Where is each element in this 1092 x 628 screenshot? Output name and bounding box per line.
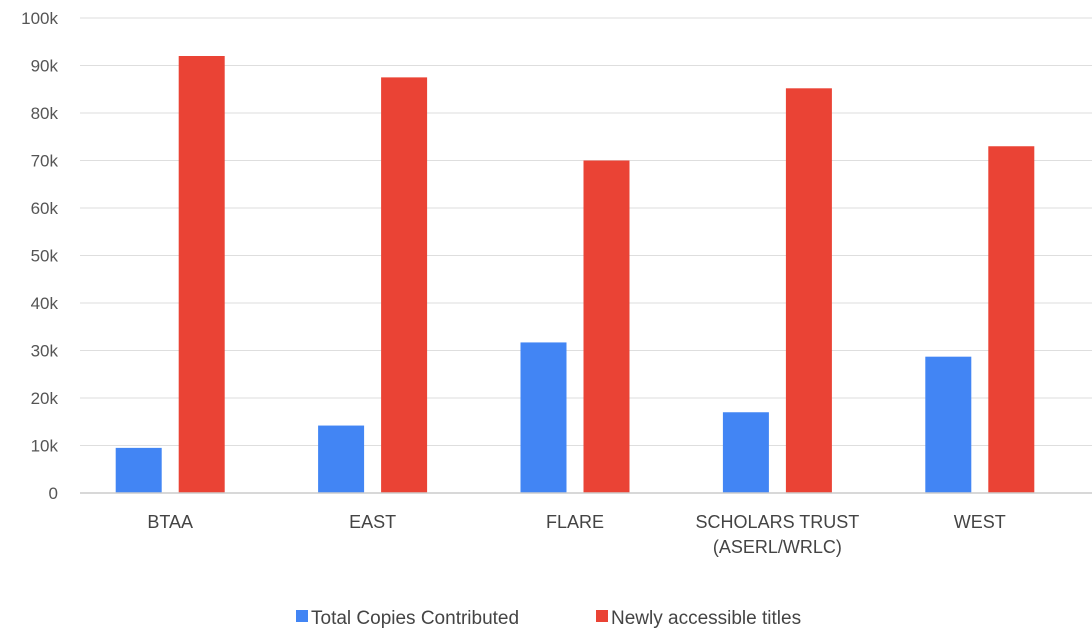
bar-newly-accessible-3 — [785, 88, 832, 494]
y-tick-label: 50k — [31, 247, 59, 266]
legend: Total Copies Contributed Newly accessible… — [296, 608, 801, 628]
bar-total-copies-1 — [318, 425, 365, 493]
x-category-label: (ASERL/WRLC) — [713, 537, 842, 557]
y-tick-label: 0 — [49, 484, 58, 503]
bar-newly-accessible-2 — [583, 160, 630, 493]
bar-total-copies-0 — [115, 447, 162, 493]
y-tick-label: 100k — [21, 9, 58, 28]
y-tick-label: 20k — [31, 389, 59, 408]
legend-label: Newly accessible titles — [611, 608, 801, 628]
legend-swatch — [596, 610, 608, 622]
x-category-label: WEST — [954, 512, 1006, 532]
y-tick-label: 80k — [31, 104, 59, 123]
bar-total-copies-3 — [722, 412, 769, 493]
bar-newly-accessible-4 — [988, 146, 1035, 493]
bar-newly-accessible-0 — [178, 56, 225, 493]
y-tick-label: 30k — [31, 342, 59, 361]
x-axis-category-labels: BTAA EAST FLARE SCHOLARS TRUST (ASERL/WRLC) W… — [147, 512, 1005, 557]
x-category-label: EAST — [349, 512, 396, 532]
bar-total-copies-2 — [520, 342, 567, 493]
x-category-label: BTAA — [147, 512, 193, 532]
y-tick-label: 10k — [31, 437, 59, 456]
legend-swatch — [296, 610, 308, 622]
legend-label: Total Copies Contributed — [311, 608, 519, 628]
x-category-label: SCHOLARS TRUST — [696, 512, 860, 532]
bars — [115, 56, 1035, 494]
bar-newly-accessible-1 — [381, 77, 428, 493]
y-tick-label: 90k — [31, 57, 59, 76]
y-tick-label: 40k — [31, 294, 59, 313]
y-tick-label: 70k — [31, 152, 59, 171]
y-tick-label: 60k — [31, 199, 59, 218]
bar-total-copies-4 — [925, 356, 972, 493]
x-category-label: FLARE — [546, 512, 604, 532]
y-axis-tick-labels: 0 10k 20k 30k 40k 50k 60k 70k 80k 90k 100k — [21, 9, 58, 503]
